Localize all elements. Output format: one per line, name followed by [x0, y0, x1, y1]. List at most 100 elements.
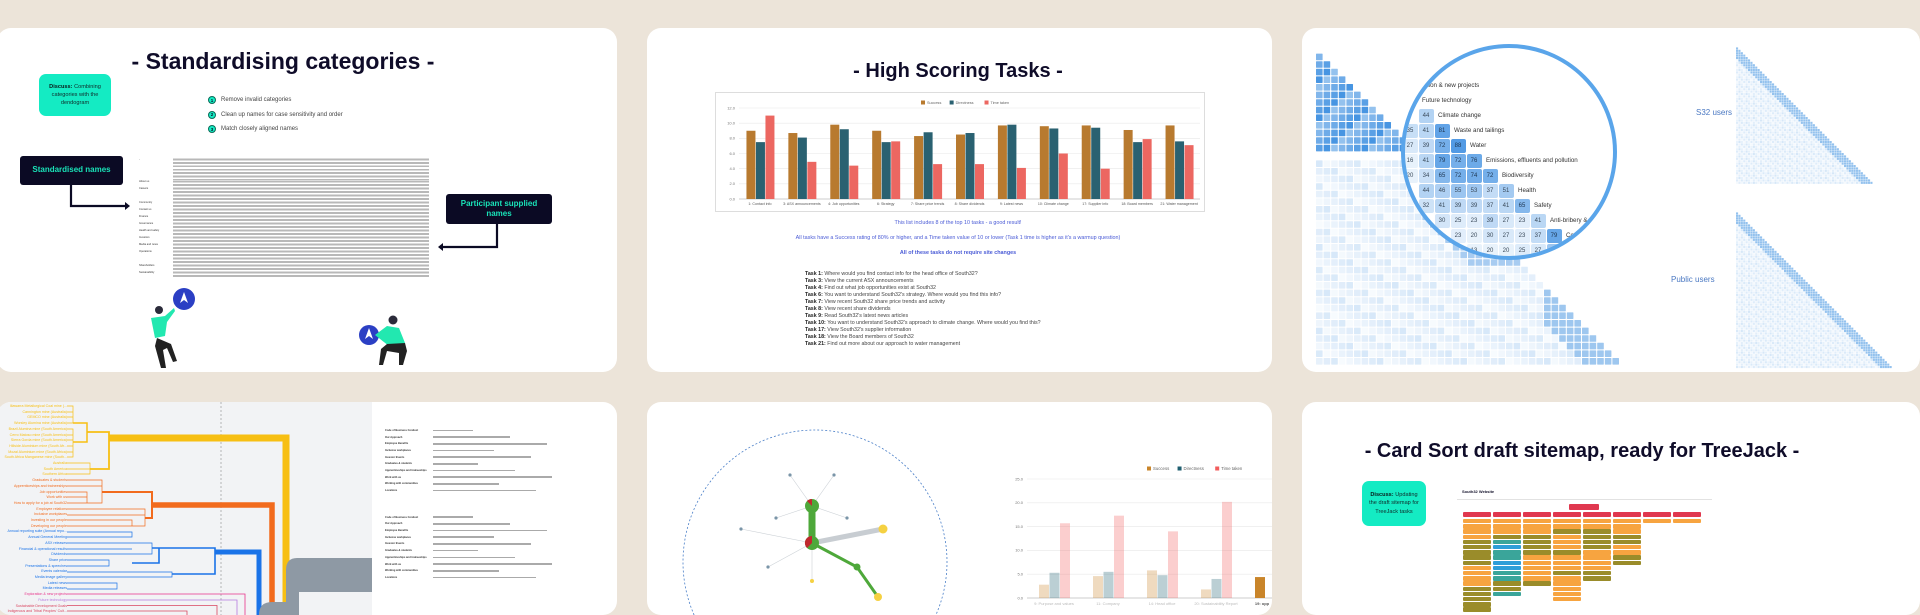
matrix-cell [1767, 255, 1770, 258]
matrix-cell [1812, 334, 1815, 337]
matrix-cell [1752, 88, 1755, 91]
matrix-cell [1738, 253, 1741, 256]
matrix-cell [1774, 274, 1777, 277]
matrix-cell [1776, 167, 1779, 170]
matrix-cell [1803, 145, 1806, 148]
matrix-cell [1810, 322, 1813, 325]
matrix-cell [1860, 358, 1863, 361]
matrix-cell [1604, 350, 1612, 357]
slide-high-scoring-tasks[interactable]: - High Scoring Tasks - 0.0 2.0 4.0 6.0 8.0 10… [647, 28, 1272, 372]
slide-dendrogram[interactable]: Illawarra Metallurgical Coal mine (... Ca… [0, 402, 617, 615]
matrix-cell [1808, 366, 1811, 369]
matrix-cell [1752, 356, 1755, 359]
matrix-cell [1812, 363, 1815, 366]
matrix-cell [1738, 284, 1741, 287]
matrix-cell [1566, 335, 1574, 342]
matrix-cell [1769, 153, 1772, 156]
matrix-cell [1755, 241, 1758, 244]
table-row-value [433, 436, 510, 438]
matrix-cell [1752, 361, 1755, 364]
table-row: Apprenticeships and traineeships [385, 467, 607, 474]
matrix-cell [1817, 344, 1820, 347]
matrix-cell [1853, 334, 1856, 337]
matrix-cell [1772, 131, 1775, 134]
matrix-cell [1786, 270, 1789, 273]
matrix-cell [1752, 136, 1755, 139]
matrix-cell [1755, 88, 1758, 91]
matrix-cell [1832, 162, 1835, 165]
matrix-cell [1755, 258, 1758, 261]
matrix-cell [1779, 291, 1782, 294]
matrix-cell [1740, 61, 1743, 64]
matrix-cell [1338, 144, 1346, 152]
matrix-cell [1805, 179, 1808, 182]
matrix-cell [1445, 244, 1452, 251]
matrix-cell [1760, 327, 1763, 330]
matrix-cell [1414, 327, 1422, 335]
matrix-cell [1748, 179, 1751, 182]
matrix-cell [1738, 291, 1741, 294]
matrix-cell [1755, 107, 1758, 110]
matrix-cell [1841, 358, 1844, 361]
matrix-cell [1856, 346, 1859, 349]
matrix-cell [1755, 267, 1758, 270]
matrix-cell [1803, 315, 1806, 318]
matrix-cell [1798, 181, 1801, 184]
matrix-cell [1750, 155, 1753, 158]
matrix-cell [1808, 133, 1811, 136]
matrix-cell [1767, 291, 1770, 294]
matrix-cell [1800, 150, 1803, 153]
matrix-cell [1815, 334, 1818, 337]
task-text: View the current ASX announcements [824, 278, 914, 284]
matrix-cell [1764, 310, 1767, 313]
matrix-cell [1772, 141, 1775, 144]
matrix-cell [1738, 157, 1741, 160]
matrix-cell [1513, 335, 1521, 342]
matrix-cell [1414, 335, 1422, 342]
matrix-cell [1736, 49, 1739, 52]
matrix-cell [1551, 358, 1559, 365]
matrix-cell [1848, 366, 1851, 369]
matrix-cell [1757, 344, 1760, 347]
matrix-cell [1748, 102, 1751, 105]
matrix-cell [1762, 126, 1765, 129]
matrix-cell [1870, 354, 1873, 357]
matrix-cell [1772, 253, 1775, 256]
matrix-cell [1812, 349, 1815, 352]
matrix-cell [1793, 160, 1796, 163]
matrix-cell [1755, 81, 1758, 84]
matrix-cell [1798, 284, 1801, 287]
slide-similarity-matrix[interactable]: Exploration & new projects Future technol… [1302, 28, 1920, 372]
matrix-cell [1323, 358, 1331, 365]
matrix-cell [1812, 133, 1815, 136]
matrix-cell [1788, 346, 1791, 349]
matrix-cell [1796, 308, 1799, 311]
matrix-cell [1745, 143, 1748, 146]
matrix-cell [1774, 126, 1777, 129]
matrix-cell [1757, 78, 1760, 81]
matrix-cell [1316, 358, 1323, 365]
matrix-cell [1757, 102, 1760, 105]
matrix-cell [1748, 356, 1751, 359]
matrix-cell [1399, 198, 1407, 205]
matrix-cell [1354, 251, 1361, 259]
matrix-cell [1832, 346, 1835, 349]
matrix-cell [1354, 175, 1361, 183]
matrix-cell [1736, 318, 1739, 321]
matrix-cell [1769, 284, 1772, 287]
dendrogram-leaf-label: Media releases [42, 586, 67, 591]
matrix-cell [1815, 169, 1818, 172]
matrix-cell [1772, 83, 1775, 86]
matrix-cell [1805, 363, 1808, 366]
matrix-cell [1827, 310, 1830, 313]
matrix-cell [1764, 167, 1767, 170]
matrix-cell [1750, 141, 1753, 144]
matrix-cell [1820, 174, 1823, 177]
matrix-cell [1822, 298, 1825, 301]
matrix-cell [1776, 177, 1779, 180]
slide-standardising-categories[interactable]: - Standardising categories - Discuss: Co… [0, 28, 617, 372]
matrix-cell [1774, 349, 1777, 352]
matrix-cell [1779, 289, 1782, 292]
matrix-cell [1772, 248, 1775, 251]
matrix-cell [1788, 109, 1791, 112]
